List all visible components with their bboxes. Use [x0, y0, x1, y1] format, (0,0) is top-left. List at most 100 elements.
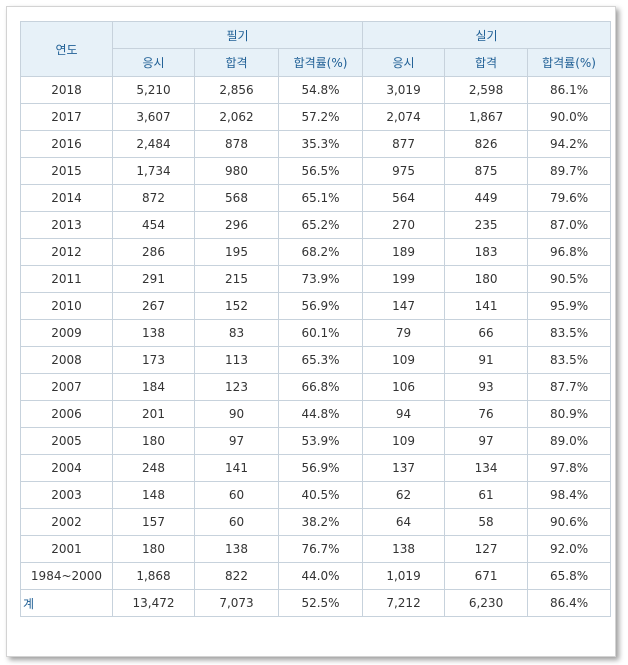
written-pass-rate-cell: 65.1%	[277, 184, 364, 212]
year-cell: 2011	[20, 265, 113, 293]
year-cell: 2013	[20, 211, 113, 239]
image-frame: 연도 필기 실기 응시 합격 합격률(%) 응시 합격 합격률(%) 2018 5…	[6, 6, 616, 657]
year-cell: 2009	[20, 319, 113, 347]
year-cell: 2001	[20, 535, 113, 563]
table-row: 2006 201 90 44.8% 94 76 80.9%	[20, 400, 612, 428]
practical-passed-cell: 76	[444, 400, 529, 428]
written-pass-rate-cell: 56.5%	[277, 157, 364, 185]
table-row: 1984~2000 1,868 822 44.0% 1,019 671 65.8%	[20, 562, 612, 590]
year-cell: 2016	[20, 130, 113, 158]
written-applicants-cell: 267	[112, 292, 195, 320]
year-cell: 2010	[20, 292, 113, 320]
practical-applicants-cell: 1,019	[362, 562, 446, 590]
practical-pass-rate-cell: 83.5%	[527, 319, 612, 347]
header-row-group: 연도 필기 실기	[20, 21, 612, 77]
written-pass-rate-cell: 65.2%	[277, 211, 364, 239]
year-cell: 1984~2000	[20, 562, 113, 590]
written-pass-rate-cell: 57.2%	[277, 103, 364, 131]
practical-pass-rate-cell: 87.7%	[527, 373, 612, 401]
practical-pass-rate-cell: 89.0%	[527, 427, 612, 455]
written-applicants-cell: 180	[112, 535, 195, 563]
practical-passed-cell: 66	[444, 319, 529, 347]
practical-pass-rate-cell: 96.8%	[527, 238, 612, 266]
practical-applicants-cell: 877	[362, 130, 446, 158]
written-pass-rate-cell: 35.3%	[277, 130, 364, 158]
year-cell: 2004	[20, 454, 113, 482]
practical-applicants-cell: 109	[362, 427, 446, 455]
practical-applicants-cell: 189	[362, 238, 446, 266]
total-practical-pass-rate-cell: 86.4%	[527, 589, 612, 617]
written-passed-cell: 138	[194, 535, 279, 563]
written-pass-rate-cell: 44.0%	[277, 562, 364, 590]
table-body: 2018 5,210 2,856 54.8% 3,019 2,598 86.1% 2017 3,…	[20, 76, 612, 617]
written-passed-cell: 123	[194, 373, 279, 401]
written-applicants-cell: 286	[112, 238, 195, 266]
written-passed-cell: 113	[194, 346, 279, 374]
year-cell: 2017	[20, 103, 113, 131]
practical-passed-cell: 826	[444, 130, 529, 158]
year-cell: 2005	[20, 427, 113, 455]
practical-applicants-cell: 199	[362, 265, 446, 293]
written-applicants-cell: 2,484	[112, 130, 195, 158]
practical-passed-cell: 134	[444, 454, 529, 482]
practical-pass-rate-cell: 83.5%	[527, 346, 612, 374]
year-cell: 2007	[20, 373, 113, 401]
header-row-sub: 응시 합격 합격률(%) 응시 합격 합격률(%)	[21, 48, 612, 77]
written-pass-rate-header: 합격률(%)	[277, 48, 364, 77]
written-applicants-cell: 454	[112, 211, 195, 239]
practical-passed-cell: 180	[444, 265, 529, 293]
year-cell: 2008	[20, 346, 113, 374]
table-row: 2012 286 195 68.2% 189 183 96.8%	[20, 238, 612, 266]
practical-pass-rate-cell: 80.9%	[527, 400, 612, 428]
practical-pass-rate-cell: 95.9%	[527, 292, 612, 320]
practical-applicants-header: 응시	[362, 48, 446, 77]
practical-pass-rate-cell: 86.1%	[527, 76, 612, 104]
written-pass-rate-cell: 68.2%	[277, 238, 364, 266]
practical-applicants-cell: 147	[362, 292, 446, 320]
practical-applicants-cell: 270	[362, 211, 446, 239]
written-passed-cell: 568	[194, 184, 279, 212]
practical-passed-cell: 875	[444, 157, 529, 185]
practical-applicants-cell: 138	[362, 535, 446, 563]
written-pass-rate-cell: 73.9%	[277, 265, 364, 293]
year-cell: 2015	[20, 157, 113, 185]
practical-pass-rate-cell: 90.6%	[527, 508, 612, 536]
practical-exam-header: 실기	[362, 21, 612, 49]
table-row: 2002 157 60 38.2% 64 58 90.6%	[20, 508, 612, 536]
practical-passed-cell: 235	[444, 211, 529, 239]
table-row: 2001 180 138 76.7% 138 127 92.0%	[20, 535, 612, 563]
practical-pass-rate-cell: 87.0%	[527, 211, 612, 239]
written-applicants-cell: 248	[112, 454, 195, 482]
written-pass-rate-cell: 44.8%	[277, 400, 364, 428]
year-cell: 2018	[20, 76, 113, 104]
practical-applicants-cell: 94	[362, 400, 446, 428]
table-row: 2010 267 152 56.9% 147 141 95.9%	[20, 292, 612, 320]
practical-passed-cell: 183	[444, 238, 529, 266]
written-pass-rate-cell: 65.3%	[277, 346, 364, 374]
practical-pass-rate-cell: 89.7%	[527, 157, 612, 185]
practical-pass-rate-cell: 90.0%	[527, 103, 612, 131]
written-pass-rate-cell: 56.9%	[277, 454, 364, 482]
practical-passed-cell: 1,867	[444, 103, 529, 131]
practical-applicants-cell: 106	[362, 373, 446, 401]
practical-pass-rate-header: 합격률(%)	[527, 48, 612, 77]
practical-applicants-cell: 564	[362, 184, 446, 212]
written-passed-cell: 215	[194, 265, 279, 293]
written-applicants-cell: 180	[112, 427, 195, 455]
written-passed-cell: 296	[194, 211, 279, 239]
written-passed-cell: 60	[194, 481, 279, 509]
written-pass-rate-cell: 76.7%	[277, 535, 364, 563]
practical-passed-cell: 61	[444, 481, 529, 509]
practical-pass-rate-cell: 94.2%	[527, 130, 612, 158]
total-practical-passed-cell: 6,230	[444, 589, 529, 617]
written-applicants-header: 응시	[112, 48, 195, 77]
written-passed-cell: 141	[194, 454, 279, 482]
written-passed-cell: 195	[194, 238, 279, 266]
written-passed-cell: 2,062	[194, 103, 279, 131]
practical-passed-cell: 141	[444, 292, 529, 320]
written-applicants-cell: 5,210	[112, 76, 195, 104]
practical-applicants-cell: 79	[362, 319, 446, 347]
table-row: 2003 148 60 40.5% 62 61 98.4%	[20, 481, 612, 509]
written-applicants-cell: 872	[112, 184, 195, 212]
practical-pass-rate-cell: 98.4%	[527, 481, 612, 509]
